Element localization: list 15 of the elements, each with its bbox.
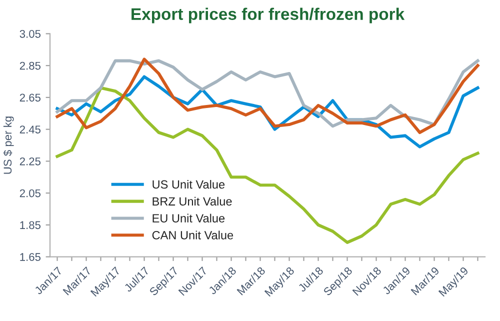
y-tick-label: 2.25: [20, 157, 41, 166]
y-tick-label: 3.05: [20, 30, 41, 38]
y-tick-label: 2.65: [20, 94, 41, 102]
y-tick-label: 2.45: [20, 126, 41, 134]
legend-label: EU Unit Value: [152, 214, 225, 222]
y-tick-label: 2.05: [20, 189, 41, 198]
line-series: [56, 86, 480, 244]
y-tick-label: 1.65: [20, 253, 41, 261]
y-tick-label: 1.85: [20, 221, 41, 230]
legend-label: BRZ Unit Value: [152, 196, 232, 206]
chart-title: Export prices for fresh/frozen pork: [132, 8, 405, 24]
legend-label: US Unit Value: [152, 180, 225, 189]
y-tick-label: 2.85: [20, 62, 41, 70]
legend-label: CAN Unit Value: [152, 230, 234, 240]
y-axis-title: US $ per kg: [3, 116, 14, 174]
